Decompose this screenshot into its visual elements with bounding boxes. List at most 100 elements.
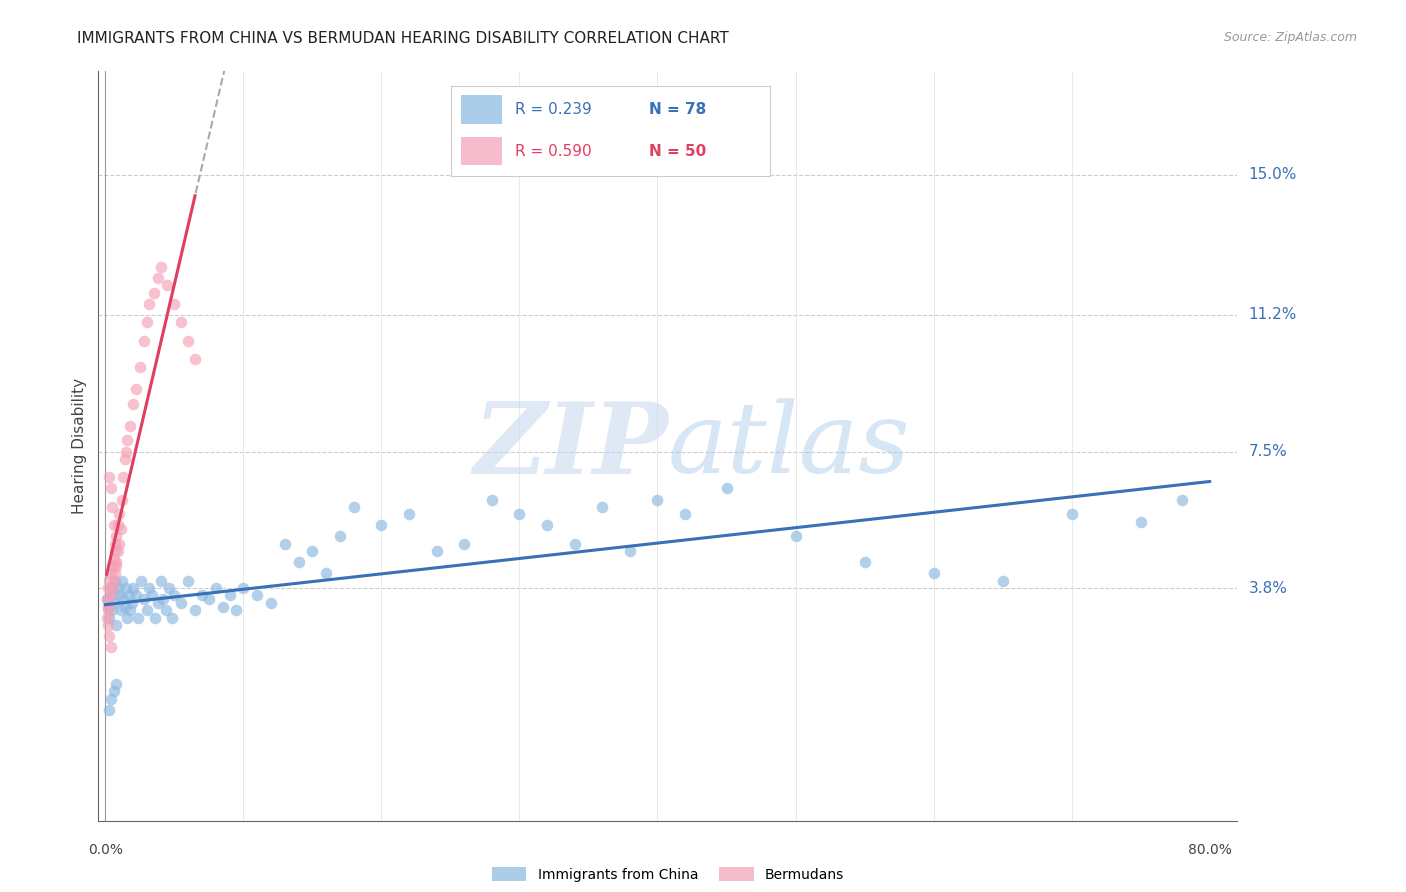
Point: [97, 599, 120, 614]
Point: [143, 610, 166, 624]
Point: [426, 544, 449, 558]
Point: [177, 574, 200, 588]
Point: [101, 603, 124, 617]
Point: [101, 581, 124, 595]
Point: [108, 589, 131, 603]
Text: ZIP: ZIP: [472, 398, 668, 494]
Point: [260, 596, 283, 610]
Point: [128, 359, 150, 374]
Point: [96, 592, 118, 607]
Point: [211, 599, 233, 614]
Point: [673, 508, 696, 522]
Point: [132, 334, 155, 348]
Point: [110, 522, 132, 536]
Point: [125, 589, 148, 603]
Point: [115, 444, 138, 458]
Point: [536, 518, 558, 533]
Point: [481, 492, 503, 507]
Point: [343, 500, 366, 514]
Point: [508, 508, 530, 522]
Point: [619, 544, 641, 558]
Point: [120, 418, 142, 433]
Point: [184, 352, 207, 367]
Point: [785, 529, 807, 543]
Point: [155, 603, 177, 617]
Point: [163, 589, 186, 603]
Point: [105, 529, 128, 543]
Point: [152, 592, 174, 607]
Point: [103, 596, 125, 610]
Point: [114, 451, 136, 466]
Point: [274, 537, 297, 551]
Point: [370, 518, 392, 533]
Point: [163, 297, 186, 311]
Point: [129, 574, 152, 588]
Point: [564, 537, 586, 551]
Point: [103, 574, 125, 588]
Point: [232, 581, 254, 595]
Point: [287, 555, 309, 569]
Point: [111, 492, 134, 507]
Point: [96, 592, 118, 607]
Point: [146, 596, 169, 610]
Point: [98, 574, 121, 588]
Point: [149, 260, 172, 274]
Point: [315, 566, 337, 581]
Point: [100, 566, 122, 581]
Point: [135, 603, 157, 617]
Point: [98, 703, 121, 717]
Point: [301, 544, 323, 558]
Point: [170, 596, 193, 610]
Point: [101, 558, 124, 573]
Point: [97, 581, 120, 595]
Point: [100, 589, 122, 603]
Point: [191, 589, 214, 603]
Point: [135, 315, 157, 329]
Point: [246, 589, 269, 603]
Point: [104, 574, 127, 588]
Point: [157, 581, 180, 595]
Point: [100, 482, 122, 496]
Point: [107, 544, 129, 558]
Point: [716, 482, 738, 496]
Point: [591, 500, 613, 514]
Point: [141, 589, 163, 603]
Point: [103, 551, 125, 566]
Legend: Immigrants from China, Bermudans: Immigrants from China, Bermudans: [485, 860, 851, 888]
Point: [98, 629, 121, 643]
Point: [156, 278, 179, 293]
Point: [120, 603, 142, 617]
Point: [170, 315, 193, 329]
Y-axis label: Hearing Disability: Hearing Disability: [72, 378, 87, 514]
Point: [122, 396, 145, 410]
Point: [204, 581, 226, 595]
Point: [108, 537, 131, 551]
Point: [121, 596, 143, 610]
Point: [398, 508, 420, 522]
Text: 0.0%: 0.0%: [87, 843, 122, 857]
Point: [100, 640, 122, 655]
Text: 7.5%: 7.5%: [1249, 444, 1286, 459]
Point: [105, 555, 128, 569]
Point: [160, 610, 183, 624]
Point: [853, 555, 876, 569]
Point: [117, 434, 139, 448]
Point: [991, 574, 1014, 588]
Point: [97, 603, 120, 617]
Point: [100, 581, 122, 595]
Point: [105, 618, 128, 632]
Point: [98, 470, 121, 484]
Text: Source: ZipAtlas.com: Source: ZipAtlas.com: [1223, 31, 1357, 45]
Point: [138, 581, 160, 595]
Point: [98, 610, 121, 624]
Point: [101, 500, 124, 514]
Point: [112, 592, 135, 607]
Point: [117, 610, 139, 624]
Point: [114, 599, 136, 614]
Point: [127, 610, 149, 624]
Point: [122, 581, 145, 595]
Point: [118, 589, 141, 603]
Point: [96, 610, 118, 624]
Point: [142, 285, 165, 300]
Point: [111, 574, 134, 588]
